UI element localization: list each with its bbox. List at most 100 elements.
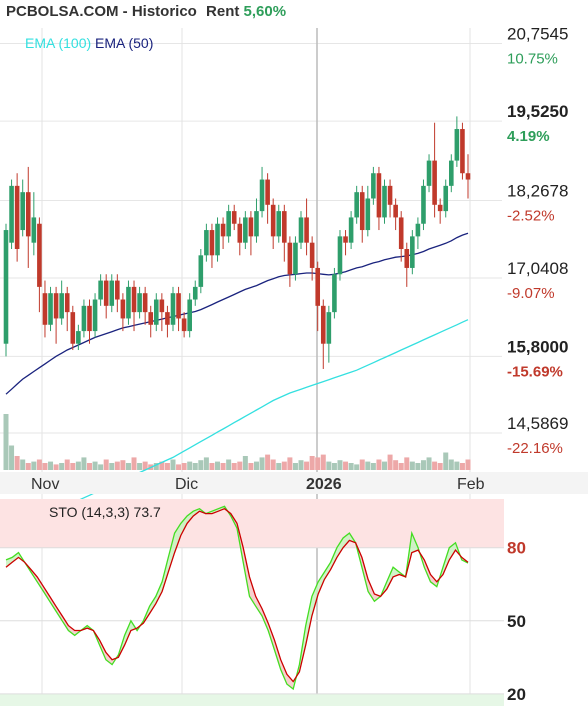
x-axis-band — [0, 472, 588, 494]
candle-body — [315, 267, 321, 306]
volume-bar — [3, 414, 9, 470]
volume-bar — [393, 460, 399, 470]
candle-body — [209, 230, 215, 256]
candle-body — [337, 236, 343, 275]
volume-bar — [248, 463, 254, 470]
sto-fill — [424, 559, 431, 582]
volume-bar — [70, 463, 76, 470]
candle-body — [293, 242, 298, 275]
sto-fill — [386, 567, 394, 590]
candle-body — [192, 286, 198, 300]
x-tick-label: Nov — [31, 476, 59, 493]
sto-title: STO (14,3,3) 73.7 — [49, 504, 161, 520]
candle-body — [259, 179, 265, 212]
volume-bar — [231, 463, 237, 470]
y-tick-pct: 4.19% — [507, 128, 550, 145]
candle-body — [176, 293, 181, 319]
candle-body — [142, 293, 148, 313]
volume-bar — [209, 463, 215, 470]
sto-fill — [249, 576, 256, 607]
sto-fill — [368, 579, 375, 602]
volume-bar — [86, 463, 92, 470]
candle-body — [465, 173, 471, 180]
candle-body — [432, 160, 437, 205]
y-tick-price: 15,8000 — [507, 337, 568, 356]
volume-bar — [259, 457, 265, 470]
sto-fill — [187, 511, 194, 524]
candle-body — [42, 293, 48, 325]
candle-body — [226, 211, 231, 237]
candle-body — [37, 223, 42, 287]
candle-body — [170, 293, 176, 325]
sto-k-line — [5, 505, 469, 691]
candle-body — [64, 293, 70, 313]
sto-fill — [243, 547, 250, 597]
candle-body — [326, 312, 332, 344]
volume-bar — [103, 459, 109, 470]
volume-bar — [365, 461, 371, 470]
overbought-zone — [0, 499, 504, 548]
volume-bar — [409, 461, 415, 470]
candle-body — [393, 204, 398, 218]
candle-body — [282, 211, 287, 243]
candle-body — [449, 160, 454, 186]
volume-bar — [265, 454, 271, 470]
volume-bar — [176, 464, 182, 470]
volume-bar — [292, 463, 298, 470]
y-tick-price: 20,7545 — [507, 25, 568, 44]
sto-fill — [311, 581, 319, 616]
volume-bar — [64, 459, 70, 470]
x-tick-label: 2026 — [306, 476, 342, 493]
rent-label: Rent — [206, 3, 240, 20]
volume-bar — [125, 463, 131, 470]
volume-bar — [315, 457, 321, 470]
sto-fill — [286, 674, 294, 689]
volume-bar — [31, 461, 37, 470]
volume-bar — [382, 461, 388, 470]
volume-bar — [131, 457, 137, 470]
volume-bar — [215, 461, 221, 470]
candle-body — [31, 217, 37, 243]
volume-bar — [36, 459, 42, 470]
candle-body — [243, 217, 248, 243]
candle-body — [371, 173, 376, 199]
volume-bar — [443, 452, 449, 470]
volume-bar — [48, 461, 54, 470]
candle-body — [298, 217, 304, 243]
volume-bar — [53, 464, 59, 470]
volume-bar — [304, 461, 310, 470]
candle-body — [304, 217, 309, 243]
sto-fill — [62, 615, 69, 631]
volume-bar — [354, 464, 360, 470]
sto-fill — [430, 574, 437, 587]
volume-bar — [465, 459, 471, 470]
volume-bar — [20, 459, 26, 470]
volume-bar — [370, 463, 376, 470]
volume-bar — [92, 461, 98, 470]
candle-body — [137, 293, 142, 313]
candle-body — [248, 217, 254, 237]
sto-fill — [105, 652, 113, 665]
candle-body — [415, 223, 421, 237]
volume-bar — [226, 459, 232, 470]
volume-bar — [404, 457, 410, 470]
candle-body — [81, 305, 87, 332]
sto-fill — [336, 538, 344, 558]
volume-bar — [192, 463, 198, 470]
volume-bar — [114, 461, 120, 470]
sto-fill — [330, 547, 337, 570]
sto-fill — [343, 533, 350, 548]
candle-body — [220, 223, 226, 237]
candle-body — [115, 280, 120, 300]
candle-body — [254, 211, 259, 237]
chart-legend: EMA (100) EMA (50) — [25, 35, 153, 51]
candle-body — [120, 299, 126, 319]
rent-value: 5,60% — [243, 3, 287, 20]
volume-bar — [415, 463, 421, 470]
candle-body — [3, 230, 9, 344]
volume-bar — [203, 457, 209, 470]
volume-bar — [320, 454, 326, 470]
volume-bar — [326, 461, 332, 470]
y-tick-price: 14,5869 — [507, 414, 568, 433]
